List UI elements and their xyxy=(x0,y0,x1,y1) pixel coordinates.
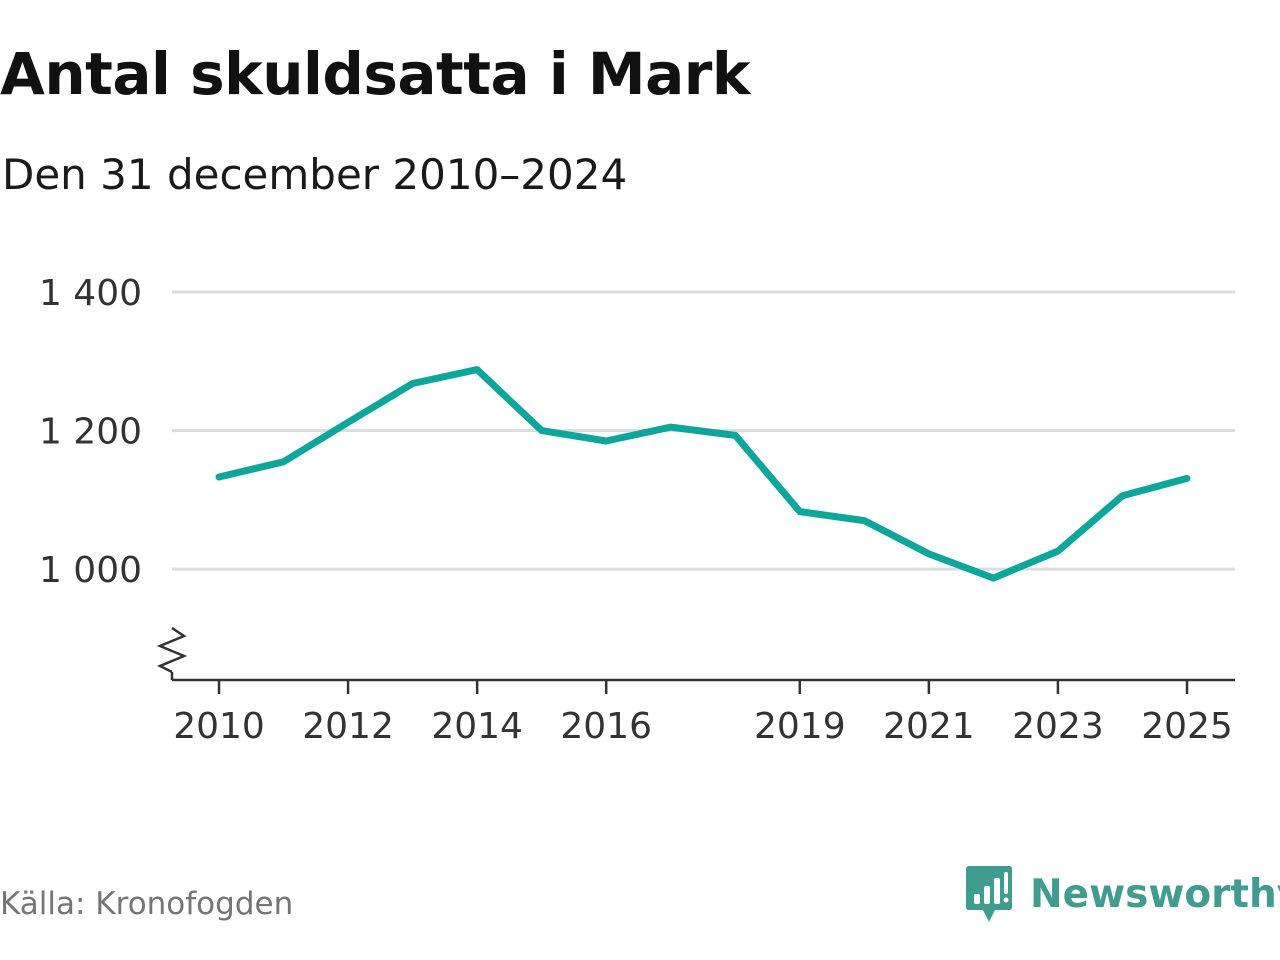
source-note: Källa: Kronofogden xyxy=(0,886,294,922)
logo-bar xyxy=(994,878,1000,904)
brand-logo: Newsworthy xyxy=(964,864,1280,924)
y-axis-break xyxy=(156,626,188,674)
chart-title: Antal skuldsatta i Mark xyxy=(0,40,750,108)
logo-bar xyxy=(974,894,980,904)
y-tick-label: 1 200 xyxy=(39,412,142,453)
logo-bar xyxy=(984,886,990,904)
x-tick-label: 2021 xyxy=(883,706,975,747)
y-tick-label: 1 000 xyxy=(39,550,142,591)
y-tick-label: 1 400 xyxy=(39,273,142,314)
bar-chart-speech-bubble-icon xyxy=(966,866,1012,922)
chart-subtitle: Den 31 december 2010–2024 xyxy=(2,150,628,199)
x-tick-label: 2012 xyxy=(302,706,394,747)
x-tick-label: 2019 xyxy=(754,706,846,747)
x-tick-label: 2016 xyxy=(560,706,652,747)
x-tick-label: 2014 xyxy=(431,706,523,747)
logo-dot xyxy=(1003,897,1009,903)
x-tick-label: 2025 xyxy=(1141,706,1233,747)
x-tick-label: 2010 xyxy=(173,706,265,747)
x-tick-label: 2023 xyxy=(1012,706,1104,747)
series-line xyxy=(215,366,1191,582)
brand-name: Newsworthy xyxy=(1030,871,1280,917)
logo-bar xyxy=(1004,872,1008,894)
